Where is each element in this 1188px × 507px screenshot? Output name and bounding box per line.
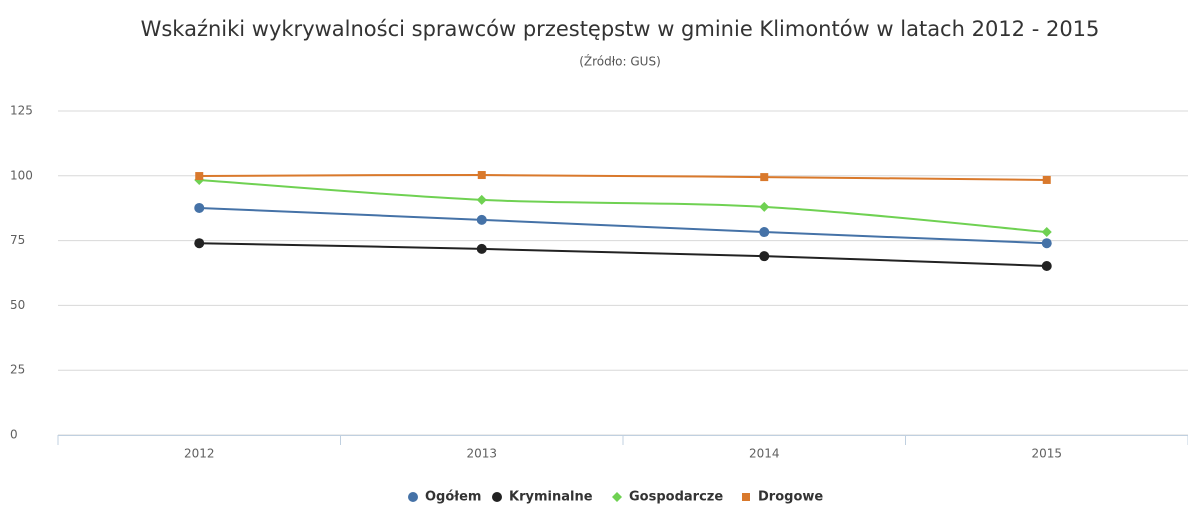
y-tick-label: 25	[10, 363, 25, 377]
point-marker	[1041, 261, 1052, 272]
legend-label: Kryminalne	[509, 490, 593, 505]
point-marker	[477, 171, 486, 180]
legend-label: Drogowe	[758, 490, 823, 505]
series-line	[199, 178, 1047, 234]
x-tick-label: 2012	[184, 447, 215, 461]
point-marker	[1042, 175, 1051, 184]
point-marker	[759, 251, 770, 262]
legend-symbol	[492, 492, 502, 502]
point-marker	[194, 202, 205, 213]
legend-label: Ogółem	[425, 490, 481, 505]
point-marker	[194, 238, 205, 249]
y-tick-label: 125	[10, 104, 33, 118]
point-marker	[759, 201, 770, 212]
point-marker	[476, 214, 487, 225]
point-marker	[759, 227, 770, 238]
series-line	[199, 206, 1047, 245]
legend-symbol	[742, 493, 750, 501]
legend-symbol	[408, 492, 418, 502]
point-marker	[760, 173, 769, 182]
y-tick-label: 0	[10, 428, 18, 442]
series-line	[199, 174, 1047, 181]
y-tick-label: 50	[10, 298, 25, 312]
point-marker	[1041, 238, 1052, 249]
y-tick-label: 100	[10, 168, 33, 182]
legend-label: Gospodarcze	[629, 490, 723, 505]
point-marker	[195, 172, 204, 181]
x-tick-label: 2014	[749, 447, 780, 461]
legend-symbol	[612, 492, 622, 502]
point-marker	[476, 194, 487, 205]
point-marker	[1041, 227, 1052, 238]
x-tick-label: 2013	[466, 447, 497, 461]
x-tick-label: 2015	[1031, 447, 1062, 461]
point-marker	[476, 243, 487, 254]
chart-title: Wskaźniki wykrywalności sprawców przestę…	[141, 17, 1100, 41]
series-line	[199, 242, 1047, 268]
y-tick-label: 75	[10, 233, 25, 247]
chart-subtitle: (Źródło: GUS)	[579, 54, 661, 69]
